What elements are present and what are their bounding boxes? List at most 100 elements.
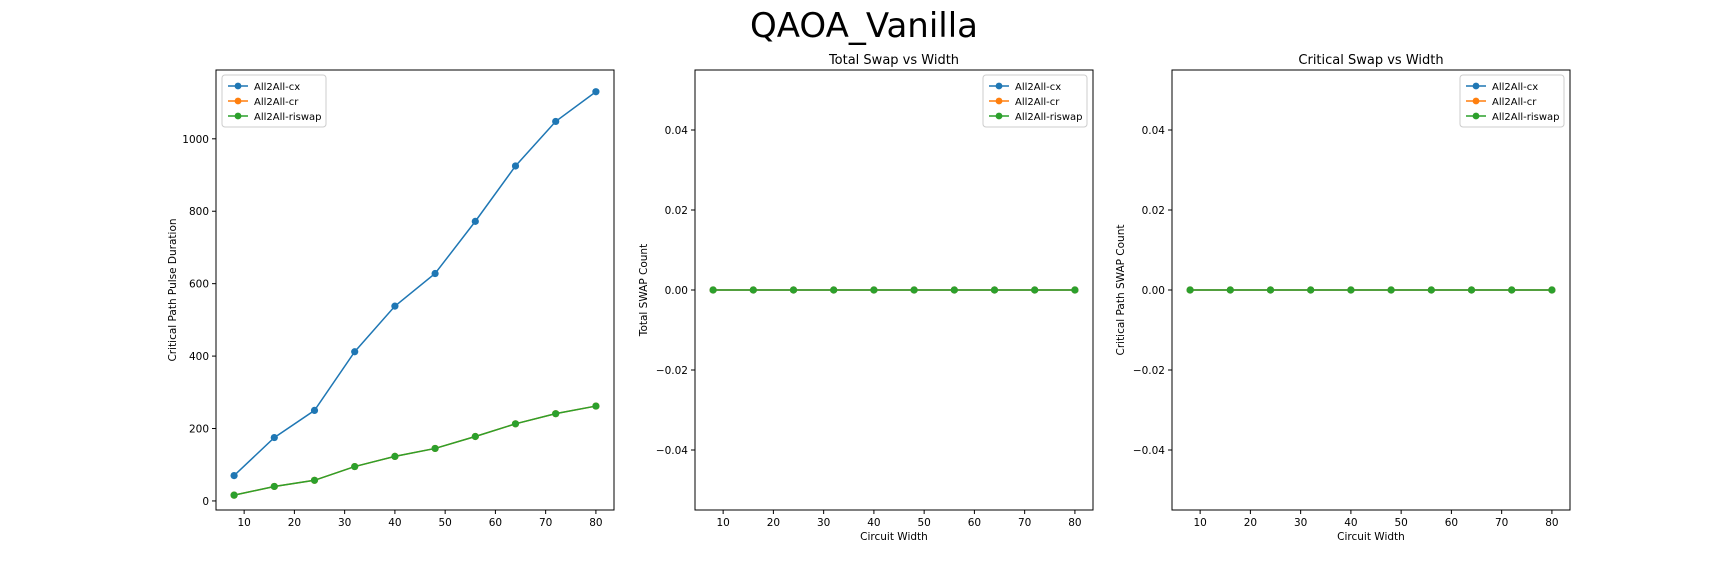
legend-label: All2All-cr [1492, 97, 1537, 108]
data-point [1347, 286, 1355, 294]
x-tick-label: 10 [237, 517, 250, 529]
legend-label: All2All-riswap [1015, 112, 1083, 123]
series-all2all-riswap [709, 286, 1079, 294]
legend-label: All2All-riswap [1492, 112, 1560, 123]
data-point [1387, 286, 1395, 294]
y-axis-label: Critical Path Pulse Duration [167, 218, 179, 361]
x-tick-label: 70 [1495, 517, 1508, 529]
x-tick-label: 40 [388, 517, 401, 529]
y-axis-label: Total SWAP Count [638, 244, 650, 337]
x-tick-label: 60 [1445, 517, 1458, 529]
y-tick-label: −0.02 [1133, 365, 1165, 377]
y-tick-label: −0.02 [656, 365, 688, 377]
data-point [552, 410, 560, 418]
chart-panel-2: Total Swap vs Width 10 20 30 40 50 60 70 80 −0.04… [638, 53, 1094, 543]
data-point [351, 462, 359, 471]
chart-title: Critical Swap vs Width [1298, 53, 1443, 68]
data-point [592, 402, 600, 410]
data-point [1186, 286, 1194, 294]
data-point [1508, 286, 1516, 294]
data-point [270, 482, 278, 491]
data-point [351, 348, 359, 356]
x-tick-label: 20 [767, 517, 780, 529]
data-point [990, 286, 999, 294]
chart-panel-3: Critical Swap vs Width 10 20 30 40 50 60 70 80 −0… [1115, 53, 1571, 543]
series-line-all2all-cx [233, 91, 597, 477]
legend-label: All2All-riswap [254, 112, 322, 123]
x-tick-label: 70 [1018, 517, 1031, 529]
chart-panel-1: 10 20 30 40 50 60 70 8002004006008001000Critica… [167, 69, 615, 529]
data-point [1266, 286, 1275, 294]
y-tick-label: 0.04 [1142, 125, 1166, 137]
legend-marker [1472, 112, 1480, 120]
data-point [310, 406, 319, 415]
legend-label: All2All-cx [1015, 82, 1061, 93]
legend-marker [234, 112, 242, 120]
y-axis-label: Critical Path SWAP Count [1115, 225, 1127, 356]
data-point [230, 491, 238, 499]
legend-label: All2All-cr [254, 97, 299, 108]
data-point [270, 433, 278, 442]
data-point [709, 286, 717, 294]
x-tick-label: 30 [1294, 517, 1307, 529]
x-tick-label: 10 [716, 517, 729, 529]
legend-marker [1472, 82, 1480, 90]
x-tick-label: 10 [1193, 517, 1206, 529]
legend-label: All2All-cx [254, 82, 300, 93]
data-point [552, 117, 560, 126]
data-point [870, 286, 878, 294]
series-all2all-cx [230, 88, 600, 480]
y-tick-label: 0.00 [1142, 285, 1165, 297]
x-axis-label: Circuit Width [860, 531, 928, 543]
y-tick-label: 0.00 [665, 285, 688, 297]
data-point [749, 286, 757, 294]
data-point [391, 452, 399, 461]
x-tick-label: 70 [539, 517, 552, 529]
x-tick-label: 50 [438, 517, 451, 529]
y-tick-label: 600 [189, 279, 209, 291]
legend-box [1459, 74, 1565, 128]
x-tick-label: 30 [338, 517, 351, 529]
x-axis-label: Circuit Width [1337, 531, 1405, 543]
data-point [789, 286, 798, 294]
legend: All2All-cx All2All-cr All2All-riswap [982, 74, 1088, 128]
legend: All2All-cx All2All-cr All2All-riswap [221, 74, 327, 128]
y-tick-label: 800 [189, 206, 209, 218]
data-point [1307, 286, 1315, 294]
x-tick-label: 80 [589, 517, 602, 529]
data-point [910, 286, 918, 294]
x-tick-label: 40 [867, 517, 880, 529]
data-point [1071, 286, 1079, 294]
x-tick-label: 20 [1244, 517, 1257, 529]
data-point [471, 217, 479, 225]
x-tick-label: 80 [1068, 517, 1081, 529]
x-tick-label: 80 [1545, 517, 1558, 529]
x-tick-label: 50 [917, 517, 930, 529]
y-tick-label: 0.02 [1142, 205, 1165, 217]
x-tick-label: 50 [1394, 517, 1407, 529]
series-all2all-riswap [1186, 286, 1556, 294]
series-all2all-riswap [230, 402, 600, 499]
data-point [1467, 286, 1476, 294]
x-tick-label: 60 [489, 517, 502, 529]
y-tick-label: 1000 [182, 134, 209, 146]
legend-box [982, 74, 1088, 128]
data-point [1226, 286, 1234, 294]
data-point [230, 471, 238, 480]
y-tick-label: 0 [202, 496, 209, 508]
data-point [1427, 286, 1435, 294]
legend-marker [995, 97, 1003, 105]
y-tick-label: 400 [189, 351, 209, 363]
legend-marker [234, 97, 242, 105]
data-point [310, 476, 319, 484]
data-point [431, 444, 439, 453]
data-point [431, 269, 439, 278]
x-tick-label: 60 [968, 517, 981, 529]
data-point [511, 420, 520, 428]
x-tick-label: 30 [817, 517, 830, 529]
legend-marker [234, 82, 242, 90]
legend-label: All2All-cr [1015, 97, 1060, 108]
figure-title: QAOA_Vanilla [749, 6, 979, 46]
legend-label: All2All-cx [1492, 82, 1538, 93]
